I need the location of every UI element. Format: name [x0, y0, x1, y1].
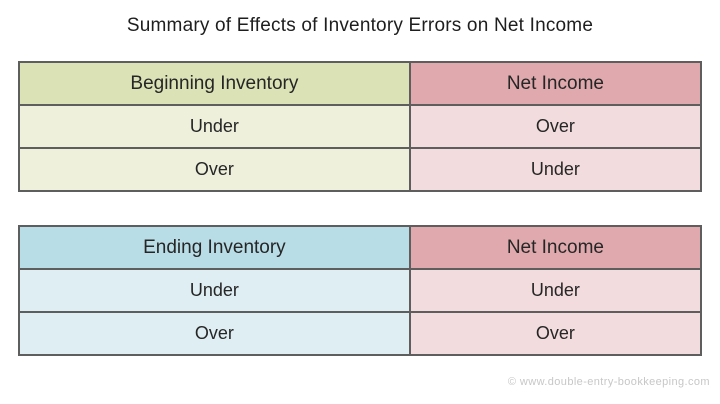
net-income-value-cell: Under [408, 268, 703, 313]
beginning-inventory-value-cell: Over [18, 147, 411, 192]
beginning-inventory-table: Beginning Inventory Net Income Under Ove… [18, 61, 703, 192]
ending-inventory-value-cell: Over [18, 311, 411, 356]
table-row: Over Under [18, 147, 703, 192]
net-income-value-cell: Over [408, 311, 703, 356]
beginning-inventory-value-cell: Under [18, 104, 411, 149]
ending-inventory-value-cell: Under [18, 268, 411, 313]
net-income-value-cell: Over [408, 104, 703, 149]
table-row: Over Over [18, 311, 703, 356]
net-income-header-cell: Net Income [408, 225, 703, 270]
ending-inventory-table: Ending Inventory Net Income Under Under … [18, 225, 703, 356]
net-income-header-cell: Net Income [408, 61, 703, 106]
table-header-row: Beginning Inventory Net Income [18, 61, 703, 106]
table-header-row: Ending Inventory Net Income [18, 225, 703, 270]
table-row: Under Under [18, 268, 703, 313]
beginning-inventory-header-cell: Beginning Inventory [18, 61, 411, 106]
copyright-watermark: © www.double-entry-bookkeeping.com [507, 376, 710, 388]
net-income-value-cell: Under [408, 147, 703, 192]
ending-inventory-header-cell: Ending Inventory [18, 225, 411, 270]
page-title: Summary of Effects of Inventory Errors o… [126, 15, 594, 36]
table-row: Under Over [18, 104, 703, 149]
